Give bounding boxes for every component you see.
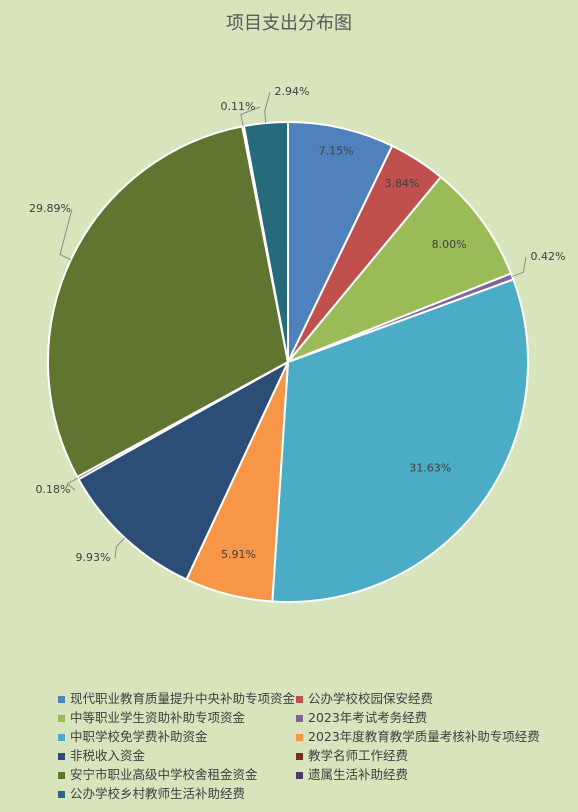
leader-line [240, 106, 261, 127]
leader-line [66, 477, 79, 491]
slice-label: 0.11% [221, 100, 256, 113]
legend-swatch [296, 714, 303, 722]
legend-swatch [58, 714, 65, 722]
legend-swatch [58, 695, 65, 703]
legend-swatch [296, 752, 303, 760]
slice-label: 31.63% [409, 461, 451, 474]
slice-label: 5.91% [221, 548, 256, 561]
slice-label: 7.15% [319, 144, 354, 157]
pie-slice [287, 120, 394, 363]
slice-label: 29.89% [29, 202, 71, 215]
legend-item: 公办学校乡村教师生活补助经费 [58, 785, 288, 803]
legend-label: 2023年考试考务经费 [308, 710, 428, 725]
leader-line [114, 537, 126, 559]
pie-slice [271, 278, 529, 603]
leader-line [59, 208, 73, 261]
legend-item: 中等职业学生资助补助专项资金 [58, 709, 288, 727]
slice-label: 0.42% [531, 250, 566, 263]
legend-label: 公办学校乡村教师生活补助经费 [70, 786, 246, 801]
slice-label: 9.93% [76, 551, 111, 564]
legend-label: 教学名师工作经费 [308, 748, 409, 763]
slice-label: 0.18% [36, 483, 71, 496]
legend-swatch [58, 771, 65, 779]
pie-slice [77, 359, 291, 581]
legend-label: 中职学校免学费补助资金 [70, 729, 208, 744]
slice-label: 8.00% [432, 238, 467, 251]
legend-item: 2023年度教育教学质量考核补助专项经费 [296, 728, 556, 746]
legend-label: 遗属生活补助经费 [308, 767, 409, 782]
legend-label: 非税收入资金 [70, 748, 146, 763]
slice-label: 3.84% [384, 177, 419, 190]
legend-label: 2023年度教育教学质量考核补助专项经费 [308, 729, 540, 744]
legend-item: 遗属生活补助经费 [296, 766, 556, 784]
legend: 现代职业教育质量提升中央补助专项资金 公办学校校园保安经费中等职业学生资助补助专项… [58, 690, 558, 803]
legend-swatch [296, 771, 303, 779]
pie-slice [47, 125, 290, 479]
legend-label: 安宁市职业高级中学校舍租金资金 [70, 767, 258, 782]
legend-swatch [58, 790, 65, 798]
legend-item: 教学名师工作经费 [296, 747, 556, 765]
legend-item: 中职学校免学费补助资金 [58, 728, 288, 746]
legend-item: 安宁市职业高级中学校舍租金资金 [58, 766, 288, 784]
legend-label: 现代职业教育质量提升中央补助专项资金 [70, 691, 296, 706]
legend-swatch [58, 752, 65, 760]
slice-label: 2.94% [275, 85, 310, 98]
legend-swatch [296, 695, 303, 703]
legend-label: 中等职业学生资助补助专项资金 [70, 710, 246, 725]
legend-item: 公办学校校园保安经费 [296, 690, 556, 708]
legend-item: 2023年考试考务经费 [296, 709, 556, 727]
legend-item: 非税收入资金 [58, 747, 288, 765]
legend-item: 现代职业教育质量提升中央补助专项资金 [58, 690, 295, 708]
legend-swatch [296, 733, 303, 741]
legend-label: 公办学校校园保安经费 [308, 691, 434, 706]
leader-line [264, 91, 271, 124]
leader-line [512, 256, 527, 277]
chart-title: 项目支出分布图 [226, 13, 352, 34]
legend-swatch [58, 733, 65, 741]
pie-slice [287, 175, 513, 363]
pie-chart: 7.15% 3.84% 8.00% 0.42% 31.63% 5.91% 9.93% 0.18… [29, 85, 566, 603]
